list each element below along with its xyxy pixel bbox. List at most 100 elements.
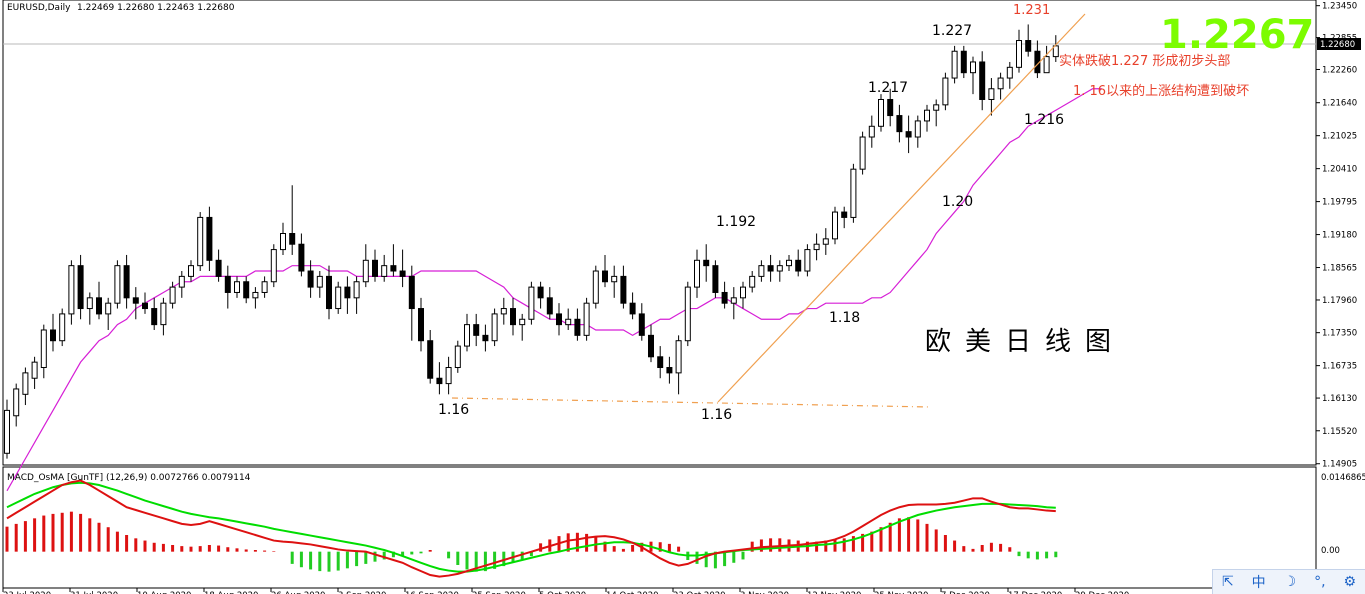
candle-bull[interactable] bbox=[464, 324, 470, 347]
candle-bear[interactable] bbox=[482, 334, 489, 342]
candle-bear[interactable] bbox=[132, 297, 139, 304]
candle-bear[interactable] bbox=[629, 302, 636, 315]
candle-bear[interactable] bbox=[215, 259, 222, 277]
candle-bull[interactable] bbox=[1016, 40, 1022, 68]
candle-bull[interactable] bbox=[611, 275, 618, 283]
candle-bear[interactable] bbox=[979, 61, 986, 100]
candle-bear[interactable] bbox=[887, 98, 894, 117]
candle-bull[interactable] bbox=[933, 104, 940, 111]
candle-bull[interactable] bbox=[40, 329, 47, 369]
candle-bull[interactable] bbox=[804, 249, 811, 272]
candle-bear[interactable] bbox=[905, 131, 912, 138]
candle-bear[interactable] bbox=[620, 275, 627, 304]
candle-bear[interactable] bbox=[50, 329, 56, 342]
candle-bull[interactable] bbox=[776, 265, 783, 272]
candle-bull[interactable] bbox=[786, 259, 792, 267]
candle-bull[interactable] bbox=[583, 302, 590, 336]
candle-bear[interactable] bbox=[206, 216, 213, 261]
candle-bear[interactable] bbox=[399, 270, 406, 277]
candle-bull[interactable] bbox=[822, 238, 829, 245]
candle-bear[interactable] bbox=[390, 265, 397, 272]
candle-bull[interactable] bbox=[592, 270, 599, 304]
candle-bull[interactable] bbox=[188, 265, 194, 277]
candle-bull[interactable] bbox=[335, 286, 342, 310]
candle-bear[interactable] bbox=[289, 233, 296, 245]
candle-bear[interactable] bbox=[372, 259, 378, 277]
candle-bull[interactable] bbox=[353, 281, 360, 299]
candle-bull[interactable] bbox=[914, 120, 921, 138]
candle-bear[interactable] bbox=[896, 115, 903, 133]
candle-bear[interactable] bbox=[537, 286, 544, 299]
candle-bear[interactable] bbox=[602, 270, 608, 283]
candle-bear[interactable] bbox=[546, 297, 553, 315]
candle-bull[interactable] bbox=[565, 318, 572, 326]
candle-bull[interactable] bbox=[280, 233, 286, 251]
candle-bull[interactable] bbox=[859, 136, 866, 170]
ime-chinese-indicator[interactable]: 中 bbox=[1251, 575, 1266, 591]
candle-bull[interactable] bbox=[868, 125, 875, 138]
candle-bull[interactable] bbox=[59, 313, 66, 342]
candle-bear[interactable] bbox=[77, 265, 84, 310]
candle-bear[interactable] bbox=[436, 377, 443, 385]
candle-bull[interactable] bbox=[1006, 66, 1013, 79]
candle-bull[interactable] bbox=[86, 297, 93, 310]
candle-bear[interactable] bbox=[556, 313, 562, 326]
candle-bull[interactable] bbox=[988, 88, 995, 100]
expand-icon[interactable]: ⇱ bbox=[1221, 574, 1234, 590]
candle-bull[interactable] bbox=[114, 265, 121, 304]
candle-bull[interactable] bbox=[252, 291, 259, 299]
candle-bull[interactable] bbox=[500, 308, 507, 315]
moon-icon[interactable]: ☽ bbox=[1283, 574, 1297, 590]
candle-bull[interactable] bbox=[68, 265, 75, 315]
candle-bear[interactable] bbox=[418, 308, 424, 342]
gear-icon[interactable]: ⚙ bbox=[1343, 574, 1357, 590]
candle-bull[interactable] bbox=[850, 168, 857, 218]
candle-bull[interactable] bbox=[197, 216, 204, 267]
candle-bear[interactable] bbox=[427, 340, 434, 379]
support-line-116[interactable] bbox=[451, 397, 931, 408]
candle-bull[interactable] bbox=[942, 77, 949, 106]
candle-bull[interactable] bbox=[1052, 45, 1059, 58]
candle-bear[interactable] bbox=[142, 302, 148, 310]
candle-bear[interactable] bbox=[703, 259, 710, 267]
candle-bull[interactable] bbox=[878, 98, 884, 127]
candle-bear[interactable] bbox=[841, 211, 848, 218]
candle-bull[interactable] bbox=[4, 409, 10, 454]
candle-bear[interactable] bbox=[224, 275, 231, 293]
candle-bear[interactable] bbox=[767, 265, 774, 272]
candle-bear[interactable] bbox=[795, 259, 802, 272]
candle-bull[interactable] bbox=[22, 372, 29, 395]
candle-bear[interactable] bbox=[307, 270, 314, 288]
candle-bear[interactable] bbox=[712, 265, 719, 293]
candle-bear[interactable] bbox=[666, 367, 673, 374]
candle-bear[interactable] bbox=[721, 291, 728, 304]
candle-bull[interactable] bbox=[684, 286, 691, 342]
candle-bull[interactable] bbox=[730, 297, 737, 304]
candle-bear[interactable] bbox=[326, 275, 332, 310]
candle-bear[interactable] bbox=[510, 308, 516, 326]
candle-bull[interactable] bbox=[234, 281, 240, 293]
candle-bear[interactable] bbox=[243, 281, 250, 299]
candle-bull[interactable] bbox=[105, 302, 112, 315]
candle-bear[interactable] bbox=[408, 275, 415, 310]
candle-bull[interactable] bbox=[362, 259, 369, 283]
candle-bear[interactable] bbox=[298, 243, 305, 272]
candle-bull[interactable] bbox=[519, 318, 526, 326]
candle-bull[interactable] bbox=[970, 61, 976, 74]
candle-bull[interactable] bbox=[832, 211, 838, 240]
candle-bear[interactable] bbox=[151, 308, 158, 326]
candle-bull[interactable] bbox=[924, 109, 930, 122]
candle-bull[interactable] bbox=[270, 249, 277, 283]
candle-bull[interactable] bbox=[694, 259, 700, 288]
candle-bull[interactable] bbox=[528, 286, 535, 320]
candle-bear[interactable] bbox=[648, 334, 654, 358]
candle-bull[interactable] bbox=[316, 275, 323, 288]
candle-bull[interactable] bbox=[997, 77, 1004, 90]
candle-bull[interactable] bbox=[445, 367, 452, 385]
candle-bull[interactable] bbox=[454, 345, 461, 369]
candle-bull[interactable] bbox=[491, 313, 498, 342]
uptrend-line[interactable] bbox=[717, 13, 1086, 403]
candle-bear[interactable] bbox=[574, 318, 581, 336]
candle-bear[interactable] bbox=[638, 313, 645, 336]
candle-bull[interactable] bbox=[675, 340, 682, 374]
